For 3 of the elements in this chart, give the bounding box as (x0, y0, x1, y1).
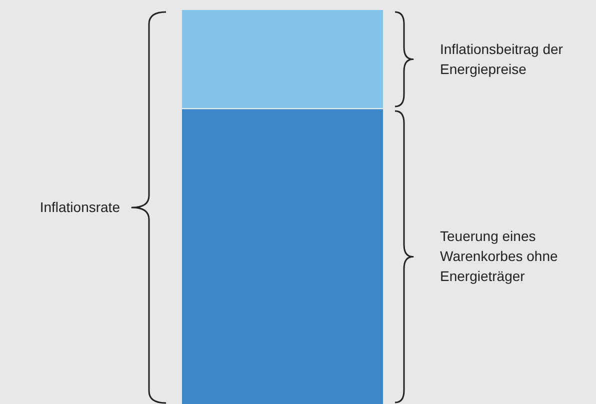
text: Inflationsbeitrag der Energiepreise (440, 40, 564, 80)
text: Inflationsrate (40, 198, 120, 217)
text: Teuerung eines Warenkorbes ohne Energieträger (440, 227, 559, 286)
